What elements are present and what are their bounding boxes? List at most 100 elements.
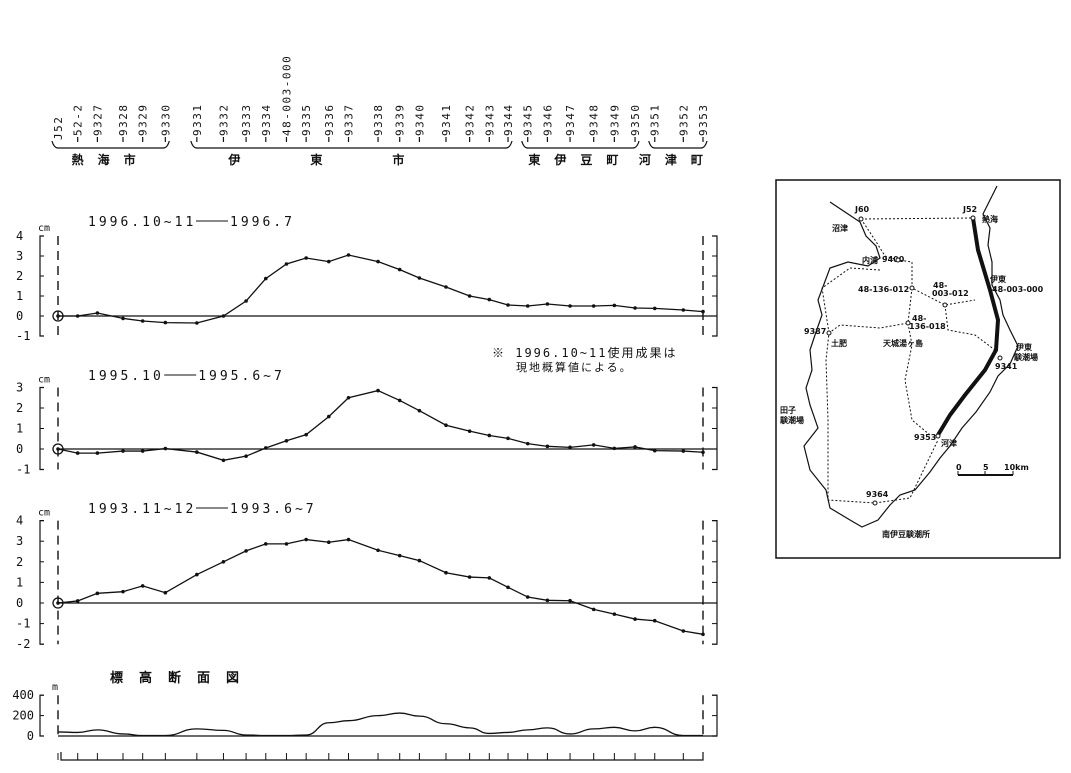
y-tick-label: 2 xyxy=(16,555,23,569)
data-point xyxy=(545,444,550,449)
data-point xyxy=(701,309,705,314)
data-point xyxy=(56,447,60,451)
station-label: 9343 xyxy=(483,104,496,137)
map-label-s48-136-018b: 136-018 xyxy=(909,322,946,331)
data-point xyxy=(525,304,530,308)
map-label-scale5: 5 xyxy=(983,463,989,472)
data-point xyxy=(95,591,100,596)
map-label-ito-tide2: 験潮場 xyxy=(1014,352,1038,362)
benchmark-icon xyxy=(858,216,864,222)
data-point xyxy=(75,599,80,603)
unit-label: cm xyxy=(38,508,50,519)
data-point xyxy=(244,454,248,458)
note: ※ 1996.10~11使用成果は 現地概算値による。 xyxy=(492,345,677,374)
data-point xyxy=(568,445,572,450)
data-point xyxy=(327,259,331,264)
y-tick-label: 4 xyxy=(16,229,23,243)
data-point xyxy=(284,439,289,443)
y-tick-label: 2 xyxy=(16,269,23,283)
displacement-chart: 4 3 2 1 0 -1 cm 1996.10~11 1996.7 xyxy=(16,215,718,343)
data-point xyxy=(545,302,550,306)
data-point xyxy=(304,432,308,437)
data-point xyxy=(140,449,145,453)
data-point xyxy=(327,540,331,545)
data-point xyxy=(506,585,510,590)
map-label-s48-136-018a: 48- xyxy=(912,314,926,323)
y-tick-label: -1 xyxy=(16,617,30,631)
data-point xyxy=(681,629,686,633)
station-label: 48-003-000 xyxy=(280,55,293,136)
y-tick-label: 3 xyxy=(16,249,23,263)
data-point xyxy=(444,423,448,428)
station-label: 9335 xyxy=(300,104,313,137)
data-point xyxy=(417,558,422,563)
group-label: 熱海市 xyxy=(72,152,150,167)
station-label: 9342 xyxy=(464,104,477,137)
data-point xyxy=(591,443,596,447)
benchmark-icon xyxy=(826,330,832,336)
map-label-amagi: 天城湯ヶ島 xyxy=(883,338,923,348)
map-label-s48-003-012b: 003-012 xyxy=(932,289,969,298)
reference-point-icon xyxy=(52,443,64,455)
y-tick-label: 400 xyxy=(12,688,34,702)
data-point xyxy=(376,259,380,264)
data-point xyxy=(195,321,199,325)
data-point xyxy=(545,598,550,603)
data-point xyxy=(121,316,125,321)
station-label: 9350 xyxy=(629,104,642,137)
y-tick-label: 3 xyxy=(16,534,23,548)
benchmark-icon xyxy=(895,257,901,263)
station-label: 9344 xyxy=(502,104,515,137)
y-tick-label: 0 xyxy=(16,442,23,456)
y-tick-label: -2 xyxy=(16,637,30,651)
data-point xyxy=(681,308,686,312)
map-label-minamiizu: 南伊豆験潮所 xyxy=(882,529,930,539)
data-point xyxy=(397,267,402,272)
data-point xyxy=(346,537,351,542)
period-from: 1993.11~12 xyxy=(88,502,196,517)
series-line xyxy=(58,254,704,324)
data-point xyxy=(568,598,572,603)
map-label-kawazu: 河津 xyxy=(941,438,957,448)
data-point xyxy=(633,306,637,310)
map-label-toi: 土肥 xyxy=(831,338,847,348)
data-point xyxy=(506,303,510,307)
map-label-scale10: 10km xyxy=(1004,463,1029,472)
data-point xyxy=(263,276,268,281)
data-point xyxy=(525,441,530,446)
data-point xyxy=(284,542,289,546)
data-point xyxy=(263,446,268,450)
data-point xyxy=(56,601,60,605)
note-line-1: ※ 1996.10~11使用成果は xyxy=(492,345,677,360)
station-label: 9334 xyxy=(260,104,273,137)
map-label-s9387: 9387 xyxy=(804,327,826,336)
data-point xyxy=(591,304,596,308)
data-point xyxy=(417,276,422,280)
data-point xyxy=(487,297,492,302)
map-label-numazu: 沼津 xyxy=(832,223,848,233)
period-to: 1993.6~7 xyxy=(230,502,317,517)
y-tick-label: 200 xyxy=(12,709,34,723)
data-point xyxy=(612,446,617,451)
group-bracket xyxy=(190,140,513,149)
series-line xyxy=(57,389,704,461)
data-point xyxy=(376,548,380,553)
station-label: 9330 xyxy=(159,104,172,137)
data-point xyxy=(304,537,308,542)
data-point xyxy=(681,449,686,453)
data-point xyxy=(701,632,705,637)
map-label-tago2: 験潮場 xyxy=(780,415,804,425)
data-point xyxy=(376,388,380,393)
station-label: 9338 xyxy=(372,104,385,137)
period-to: 1996.7 xyxy=(230,215,295,230)
data-point xyxy=(701,450,705,455)
data-point xyxy=(633,445,637,449)
group-bracket xyxy=(648,140,708,149)
data-point xyxy=(195,450,199,454)
data-point xyxy=(487,576,492,580)
map-label-ito: 伊東 xyxy=(989,274,1006,284)
station-label: 9351 xyxy=(649,104,662,137)
data-point xyxy=(263,542,268,546)
benchmark-icon xyxy=(942,302,948,308)
